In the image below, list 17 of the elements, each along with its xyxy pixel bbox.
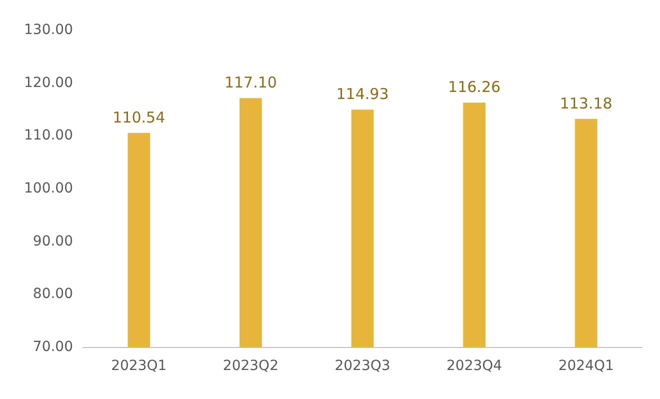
data-label: 117.10 (224, 74, 277, 92)
x-tick-label: 2024Q1 (558, 358, 614, 374)
x-tick-label: 2023Q1 (111, 358, 167, 374)
y-tick-label: 80.00 (32, 286, 73, 302)
x-tick-label: 2023Q3 (334, 358, 390, 374)
y-tick-label: 110.00 (24, 128, 73, 144)
data-label: 110.54 (112, 108, 166, 126)
data-label: 114.93 (336, 85, 389, 104)
data-label: 113.18 (560, 94, 612, 112)
y-tick-label: 100.00 (24, 180, 73, 196)
y-tick-label: 90.00 (32, 233, 73, 250)
data-label: 116.26 (448, 78, 501, 96)
y-tick-label: 120.00 (24, 74, 73, 91)
y-tick-label: 70.00 (32, 339, 73, 355)
x-tick-label: 2023Q2 (222, 358, 278, 374)
y-tick-label: 130.00 (24, 22, 73, 38)
x-tick-label: 2023Q4 (446, 358, 502, 374)
